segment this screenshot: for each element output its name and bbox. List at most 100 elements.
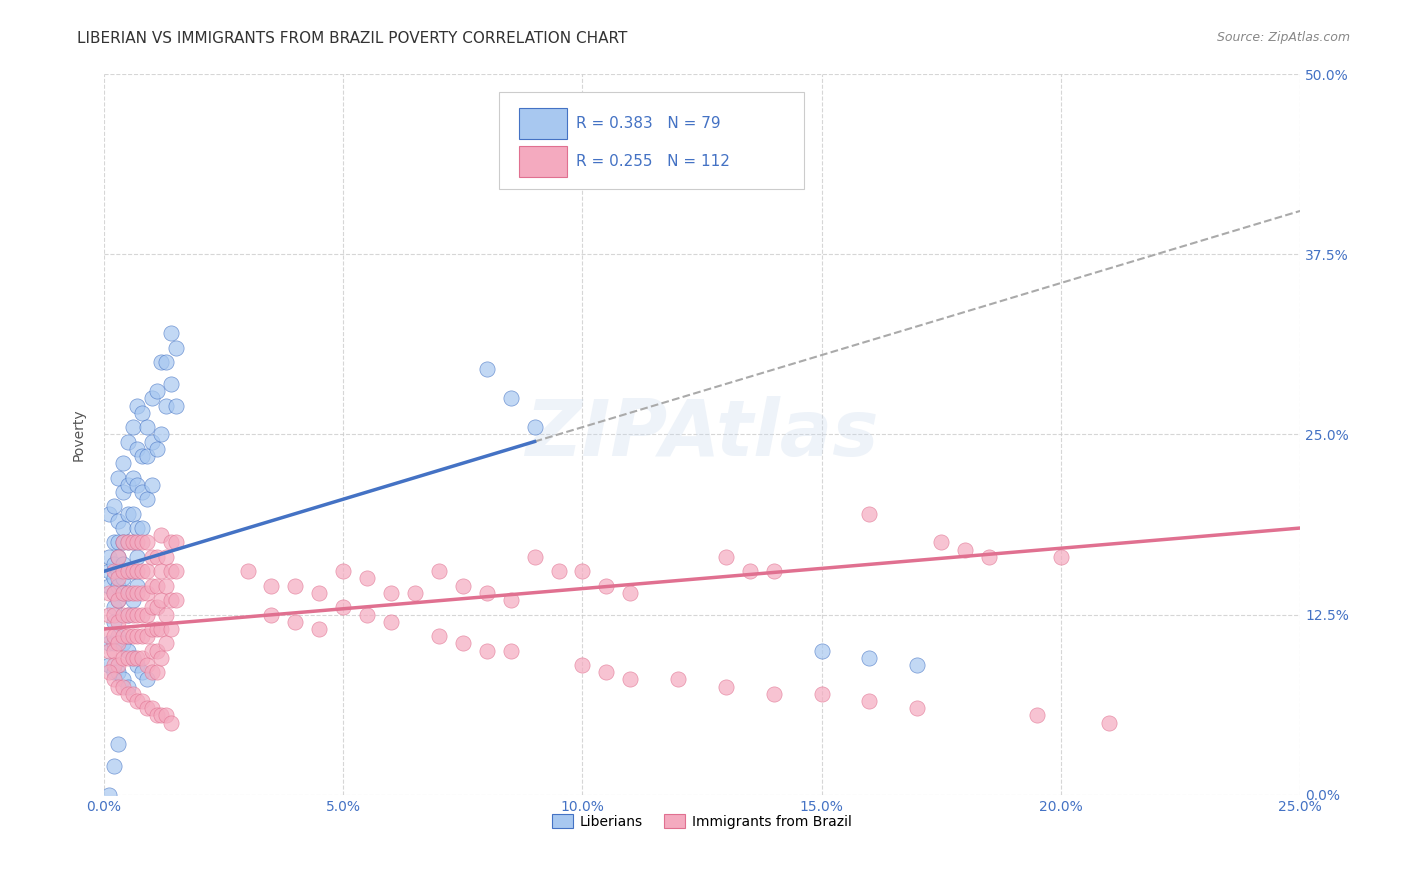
Point [103,643,125,657]
Text: LIBERIAN VS IMMIGRANTS FROM BRAZIL POVERTY CORRELATION CHART: LIBERIAN VS IMMIGRANTS FROM BRAZIL POVER… [77,31,627,46]
Point [666,153,689,168]
Point [136,492,159,507]
Point [284,579,307,593]
Point [112,650,135,665]
Point [131,607,153,622]
Point [380,586,402,600]
Point [117,629,139,643]
Point [107,470,129,484]
FancyBboxPatch shape [499,92,804,189]
Point [117,643,139,657]
Point [160,376,183,391]
Point [107,615,129,629]
Point [121,420,143,434]
Point [121,564,143,578]
Point [810,643,832,657]
Point [141,392,163,406]
Point [121,687,143,701]
Point [136,673,159,687]
Point [107,564,129,578]
Point [145,442,167,456]
Point [165,341,187,355]
Point [165,593,187,607]
Point [131,485,153,500]
Point [523,549,546,564]
Point [136,607,159,622]
Point [150,650,173,665]
Text: R = 0.255   N = 112: R = 0.255 N = 112 [576,153,730,169]
Point [155,708,177,723]
Point [127,521,149,535]
Point [738,564,761,578]
Point [107,737,129,751]
Point [107,593,129,607]
Point [117,586,139,600]
Point [858,507,880,521]
Point [107,636,129,650]
Point [103,586,125,600]
Point [103,629,125,643]
Point [103,759,125,773]
Point [121,593,143,607]
Point [103,636,125,650]
Point [165,535,187,549]
Point [127,694,149,708]
Point [97,586,120,600]
Point [150,564,173,578]
Text: ZIPAtlas: ZIPAtlas [526,396,879,473]
Point [103,600,125,615]
Point [112,485,135,500]
Point [112,586,135,600]
Point [121,650,143,665]
Point [131,406,153,420]
Point [165,564,187,578]
Point [451,636,474,650]
Point [127,478,149,492]
Point [131,665,153,680]
Point [103,665,125,680]
Point [141,579,163,593]
Point [155,607,177,622]
Point [160,715,183,730]
Point [103,535,125,549]
Text: Source: ZipAtlas.com: Source: ZipAtlas.com [1216,31,1350,45]
Text: R = 0.383   N = 79: R = 0.383 N = 79 [576,116,721,130]
Point [475,586,498,600]
Point [666,673,689,687]
Point [112,586,135,600]
Point [150,528,173,542]
Point [127,657,149,672]
Point [905,657,928,672]
Point [117,564,139,578]
Point [112,535,135,549]
Point [112,680,135,694]
Point [160,535,183,549]
Point [107,593,129,607]
Point [127,579,149,593]
Point [953,542,976,557]
Point [112,564,135,578]
Point [121,586,143,600]
Point [103,615,125,629]
Point [117,586,139,600]
Point [427,564,450,578]
Point [236,564,259,578]
Point [714,549,737,564]
Point [127,586,149,600]
Point [117,478,139,492]
Point [260,579,283,593]
Point [136,629,159,643]
Point [107,549,129,564]
Point [595,579,617,593]
Point [131,535,153,549]
Point [103,557,125,571]
Point [475,362,498,376]
Point [131,694,153,708]
Point [112,521,135,535]
Point [127,535,149,549]
Point [150,708,173,723]
Point [117,607,139,622]
Point [112,535,135,549]
Point [107,629,129,643]
Point [284,615,307,629]
